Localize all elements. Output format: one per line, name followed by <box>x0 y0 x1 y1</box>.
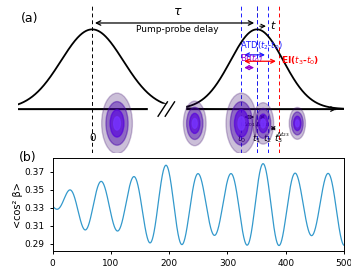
Ellipse shape <box>261 119 265 128</box>
Text: t: t <box>270 21 274 31</box>
Ellipse shape <box>296 120 299 127</box>
Bar <box>148 104 185 114</box>
Text: ATD($t_2$-$t_0$): ATD($t_2$-$t_0$) <box>240 39 283 52</box>
Ellipse shape <box>106 102 128 145</box>
Text: (a): (a) <box>21 12 38 25</box>
Ellipse shape <box>292 112 303 135</box>
Text: BI($t_0$): BI($t_0$) <box>240 53 263 65</box>
Ellipse shape <box>238 117 245 130</box>
Text: $t_3$: $t_3$ <box>274 133 283 146</box>
Ellipse shape <box>187 107 203 140</box>
Ellipse shape <box>184 101 206 146</box>
Text: (b): (b) <box>19 151 37 164</box>
Ellipse shape <box>258 114 268 133</box>
Ellipse shape <box>253 103 274 144</box>
Text: 0: 0 <box>89 133 95 143</box>
Ellipse shape <box>234 110 248 137</box>
Ellipse shape <box>114 117 120 130</box>
Text: $\Delta t_{23}$: $\Delta t_{23}$ <box>276 130 290 140</box>
Text: $\Delta t_{12}$: $\Delta t_{12}$ <box>256 120 269 129</box>
Ellipse shape <box>110 110 124 137</box>
Ellipse shape <box>190 113 200 133</box>
Ellipse shape <box>294 116 301 130</box>
Ellipse shape <box>256 108 271 138</box>
Text: $t_2$: $t_2$ <box>263 133 272 146</box>
Text: EI($t_3$-$t_0$): EI($t_3$-$t_0$) <box>281 55 319 67</box>
Ellipse shape <box>102 93 132 154</box>
Text: τ: τ <box>174 5 181 18</box>
Ellipse shape <box>226 93 257 154</box>
Y-axis label: <cos² β>: <cos² β> <box>13 182 23 228</box>
Ellipse shape <box>192 118 197 128</box>
Text: $\Delta t_{01}$: $\Delta t_{01}$ <box>242 120 256 129</box>
Ellipse shape <box>289 108 305 139</box>
Text: Pump-probe delay: Pump-probe delay <box>136 25 219 34</box>
Text: $t_0$: $t_0$ <box>237 133 246 146</box>
Text: $t_1$: $t_1$ <box>252 133 261 146</box>
Ellipse shape <box>230 102 252 145</box>
